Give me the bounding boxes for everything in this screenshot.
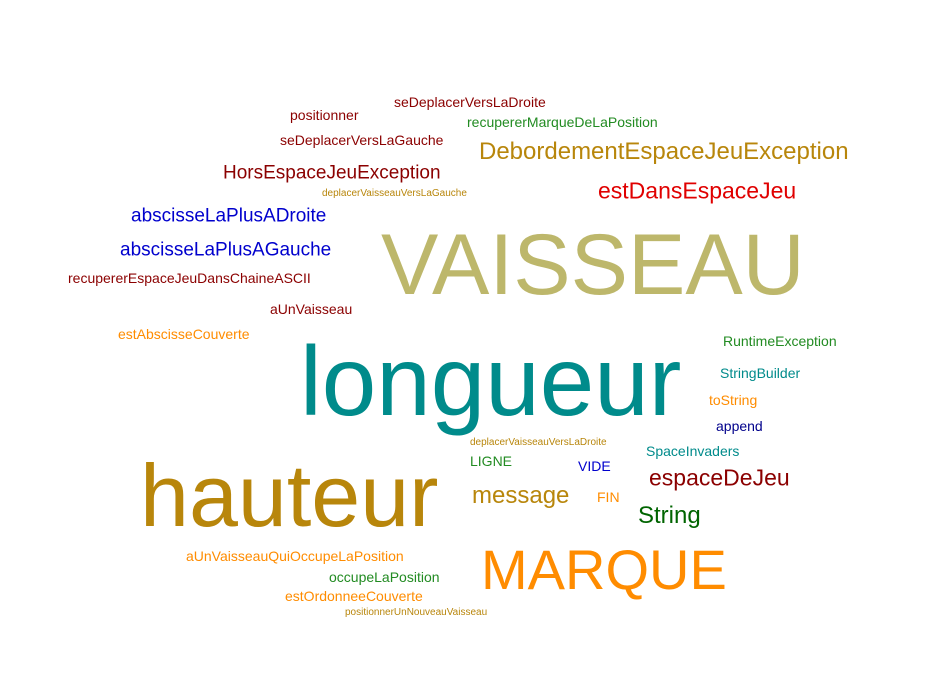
word-stringbuilder: StringBuilder [720, 365, 801, 381]
word-aunvaisseauquioccupelaposition: aUnVaisseauQuiOccupeLaPosition [186, 548, 404, 564]
word-deplacervaisseauverslagauche: deplacerVaisseauVersLaGauche [322, 188, 467, 199]
word-spaceinvaders: SpaceInvaders [646, 443, 740, 459]
word-append: append [716, 418, 763, 434]
word-tostring: toString [709, 392, 758, 408]
word-debordementespacejeuexception: DebordementEspaceJeuException [479, 138, 849, 165]
word-estordonneecouverte: estOrdonneeCouverte [285, 588, 423, 604]
word-hauteur: hauteur [140, 446, 439, 545]
word-occupelaposition: occupeLaPosition [329, 569, 440, 585]
word-recuperermarquedelaposition: recupererMarqueDeLaPosition [467, 114, 658, 130]
word-runtimeexception: RuntimeException [723, 333, 837, 349]
word-message: message [472, 482, 570, 509]
word-vaisseau: VAISSEAU [381, 217, 805, 313]
word-estabscissecouverte: estAbscisseCouverte [118, 326, 250, 342]
word-recupererespacejeudanschaineascii: recupererEspaceJeuDansChaineASCII [68, 270, 311, 286]
word-deplacervaisseauversladroite: deplacerVaisseauVersLaDroite [470, 437, 607, 448]
word-abscisselaplusadroite: abscisseLaPlusADroite [131, 205, 327, 227]
word-horsespacejeuexception: HorsEspaceJeuException [223, 162, 441, 184]
word-sedeplacerverslagauche: seDeplacerVersLaGauche [280, 132, 444, 148]
word-string: String [638, 502, 701, 529]
word-espacedejeu: espaceDeJeu [649, 464, 790, 491]
word-abscisselaplusagauche: abscisseLaPlusAGauche [120, 239, 332, 261]
word-positionner: positionner [290, 107, 359, 123]
word-aunvaisseau: aUnVaisseau [270, 301, 353, 317]
word-sedeplacerverasladroite: seDeplacerVersLaDroite [394, 94, 546, 110]
word-fin: FIN [597, 489, 620, 505]
word-positionnerunnouveauvaisseau: positionnerUnNouveauVaisseau [345, 607, 488, 618]
word-vide: VIDE [578, 458, 611, 474]
word-ligne: LIGNE [470, 453, 513, 469]
word-longueur: longueur [300, 326, 682, 436]
word-marque: MARQUE [481, 538, 727, 601]
word-estdansespacejeu: estDansEspaceJeu [598, 177, 797, 204]
